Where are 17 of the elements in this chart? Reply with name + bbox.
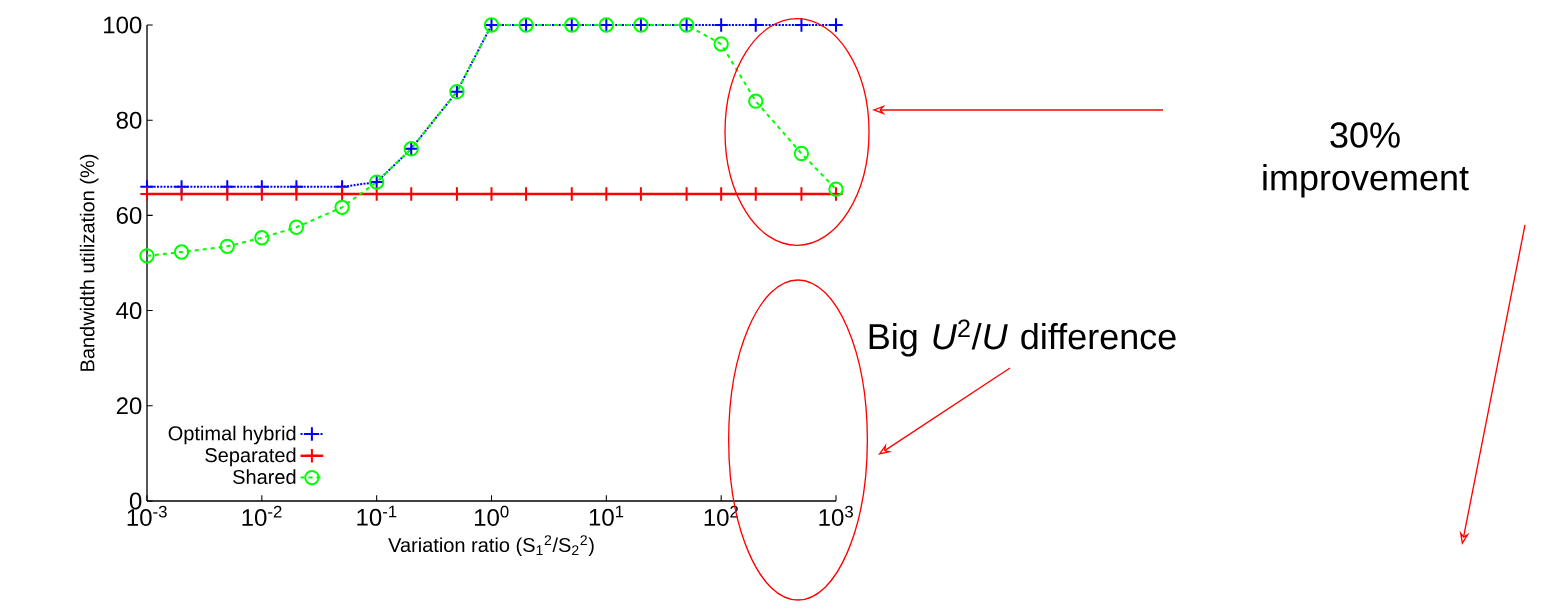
text: 30% improvement	[1263, 122, 1469, 198]
y-tick-label: 80	[116, 111, 142, 129]
legend-label: Optimal hybrid	[168, 425, 296, 445]
x-axis-title: Variation ratio (S$_{1}$$^{2}$/S$_{2}$$^{2}$)	[388, 535, 594, 557]
text: Big U$^{2}$/U difference	[869, 319, 1176, 357]
x-tick-label: 10$^{-2}$	[242, 505, 282, 527]
legend-label: Separated	[205, 447, 296, 467]
legend-label: Shared	[233, 469, 296, 485]
y-tick-label: 20	[116, 397, 142, 415]
y-tick-label: 100	[104, 16, 142, 34]
y-tick-label: 40	[116, 302, 142, 320]
x-tick-label: 10$^{-1}$	[357, 505, 397, 526]
y-axis-title: Bandwidth utilization (%)	[79, 154, 99, 371]
x-tick-label: 10$^{0}$	[474, 505, 509, 527]
y-tick-label: 60	[116, 206, 142, 224]
x-tick-label: 10$^{3}$	[819, 505, 853, 527]
x-tick-label: 10$^{1}$	[589, 505, 624, 526]
